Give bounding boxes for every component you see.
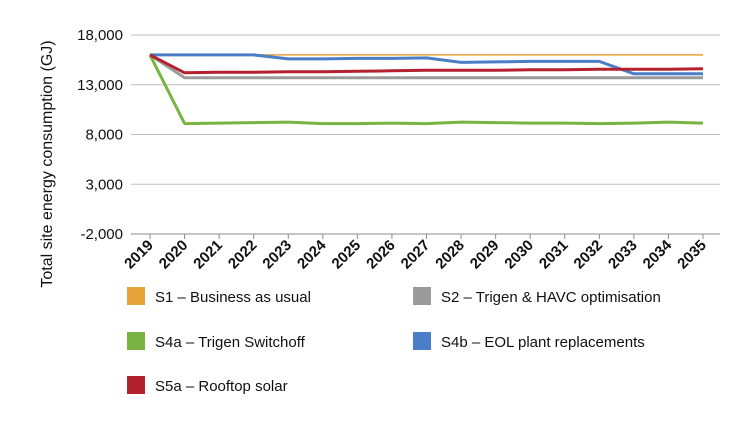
x-tick-label: 2019	[121, 237, 157, 273]
y-tick-label: -2,000	[80, 226, 123, 243]
legend-label: S5a – Rooftop solar	[155, 378, 288, 395]
x-tick-label: 2021	[190, 237, 226, 273]
x-tick-label: 2033	[605, 237, 641, 273]
x-tick-label: 2023	[259, 237, 295, 273]
legend-item: S2 – Trigen & HAVC optimisation	[413, 287, 661, 306]
y-tick-label: 3,000	[85, 176, 123, 193]
legend-label: S4a – Trigen Switchoff	[155, 334, 306, 351]
y-tick-label: 18,000	[77, 27, 123, 44]
x-tick-label: 2031	[536, 237, 572, 273]
axis-layer: -2,000 3,000 8,000 13,000 18,000 201920202021…	[77, 27, 710, 272]
y-tick-label: 13,000	[77, 77, 123, 94]
x-tick-label: 2029	[467, 237, 503, 273]
series-line-2	[149, 53, 703, 80]
x-tick-label: 2034	[640, 236, 676, 272]
legend-item: S4a – Trigen Switchoff	[127, 332, 306, 351]
x-tick-label: 2032	[571, 237, 607, 273]
x-tick-label: 2026	[363, 237, 399, 273]
legend-item: S5a – Rooftop solar	[127, 376, 288, 395]
legend-swatch	[127, 287, 145, 305]
legend-swatch	[413, 332, 431, 350]
x-tick-label: 2035	[674, 237, 710, 273]
series-line-5	[149, 53, 704, 75]
legend-swatch	[127, 332, 145, 350]
legend-swatch	[413, 287, 431, 305]
legend-item: S1 – Business as usual	[127, 287, 311, 306]
x-tick-label: 2027	[398, 237, 434, 273]
series-line-4	[150, 53, 703, 76]
legend-label: S2 – Trigen & HAVC optimisation	[441, 289, 661, 306]
x-tick-label: 2028	[432, 237, 468, 273]
legend-label: S1 – Business as usual	[155, 289, 311, 306]
x-tick-label: 2020	[156, 237, 192, 273]
y-tick-label: 8,000	[85, 127, 123, 144]
x-tick-label: 2030	[501, 237, 537, 273]
x-tick-label: 2024	[294, 236, 330, 272]
legend-item: S4b – EOL plant replacements	[413, 332, 645, 351]
legend-label: S4b – EOL plant replacements	[441, 334, 645, 351]
grid-layer	[131, 34, 720, 235]
x-tick-label: 2022	[225, 237, 261, 273]
series-layer	[148, 53, 704, 126]
y-axis-title: Total site energy consumption (GJ)	[39, 40, 56, 287]
x-tick-label: 2025	[329, 237, 365, 273]
legend: S1 – Business as usual S2 – Trigen & HAVC…	[127, 287, 661, 395]
series-line-3	[148, 54, 704, 126]
legend-swatch	[127, 376, 145, 394]
